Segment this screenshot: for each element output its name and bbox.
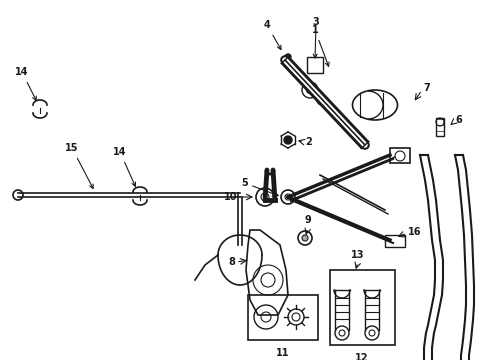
- Text: 5: 5: [241, 178, 247, 188]
- Text: 11: 11: [276, 348, 289, 358]
- Text: 1: 1: [311, 25, 328, 66]
- Circle shape: [284, 136, 291, 144]
- Text: 16: 16: [407, 227, 421, 237]
- Text: 9: 9: [304, 215, 311, 225]
- Text: 3: 3: [312, 17, 319, 58]
- Text: 14: 14: [113, 147, 135, 186]
- Bar: [329, 270, 394, 345]
- Bar: [306, 57, 323, 73]
- Text: 6: 6: [454, 115, 461, 125]
- Text: 7: 7: [422, 83, 429, 93]
- Circle shape: [285, 54, 290, 60]
- Text: 13: 13: [350, 250, 364, 260]
- Bar: [247, 295, 317, 340]
- Bar: [384, 235, 404, 247]
- Circle shape: [302, 235, 307, 241]
- Text: 15: 15: [65, 143, 93, 188]
- Text: 4: 4: [263, 20, 281, 50]
- Text: 10: 10: [223, 192, 237, 202]
- Text: 14: 14: [15, 67, 36, 100]
- Text: 12: 12: [354, 353, 368, 360]
- Text: 8: 8: [228, 257, 235, 267]
- Text: 2: 2: [305, 137, 311, 147]
- Bar: [435, 118, 443, 136]
- Bar: [389, 148, 409, 163]
